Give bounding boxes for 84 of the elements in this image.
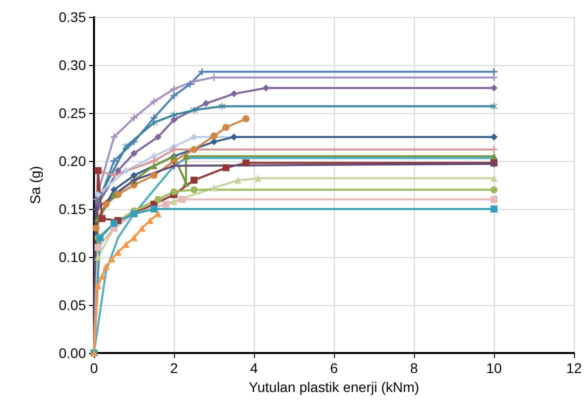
point [170, 111, 178, 118]
point [230, 90, 238, 98]
point [110, 172, 118, 179]
point [190, 186, 198, 194]
y-tick-label: 0.15 [58, 201, 86, 217]
point [170, 116, 178, 124]
point [490, 102, 498, 110]
point [242, 159, 250, 166]
x-tick-label: 6 [330, 360, 338, 376]
point [190, 78, 198, 85]
x-axis-title: Yutulan plastik enerji (kNm) [248, 378, 420, 395]
point [110, 191, 118, 198]
point [122, 167, 130, 174]
x-tick-label: 0 [90, 360, 98, 376]
point [490, 174, 498, 182]
point [202, 100, 210, 107]
point [190, 146, 198, 153]
point [150, 162, 158, 170]
y-tick-label: 0.05 [58, 297, 86, 313]
point [490, 196, 498, 203]
point [122, 143, 130, 150]
point [162, 200, 170, 208]
point [178, 196, 186, 203]
point [94, 254, 102, 260]
point [242, 115, 250, 122]
point [254, 174, 262, 182]
x-tick-label: 2 [170, 360, 178, 376]
point [218, 102, 226, 110]
point [170, 198, 178, 205]
point [130, 114, 138, 122]
point [122, 241, 130, 248]
point [102, 263, 110, 270]
point [262, 84, 270, 92]
point [222, 164, 230, 172]
point [94, 244, 102, 251]
point [114, 248, 122, 256]
point [490, 206, 498, 212]
point [108, 255, 116, 262]
point [190, 176, 198, 184]
point [210, 138, 218, 146]
point [154, 210, 162, 218]
point [130, 234, 138, 242]
point [190, 106, 198, 114]
y-tick-label: 0.00 [58, 345, 86, 361]
point [210, 132, 218, 140]
x-tick-label: 12 [566, 360, 582, 376]
point [190, 134, 198, 140]
y-tick-label: 0.10 [58, 249, 86, 265]
y-axis-title: Sa (g) [27, 166, 43, 204]
point [490, 84, 498, 92]
point [154, 134, 162, 140]
point [110, 186, 118, 194]
point [94, 191, 102, 198]
point [92, 224, 100, 232]
point [230, 134, 238, 140]
point [150, 172, 158, 179]
point [490, 186, 498, 194]
y-tick-label: 0.30 [58, 57, 86, 73]
point [182, 152, 190, 160]
point [154, 196, 162, 203]
y-tick-label: 0.25 [58, 105, 86, 121]
point [114, 167, 122, 174]
point [98, 272, 106, 280]
point [210, 184, 218, 192]
x-tick-label: 8 [410, 360, 418, 376]
point [98, 215, 106, 222]
point [150, 206, 158, 212]
point [138, 224, 146, 232]
point [146, 217, 154, 224]
point [234, 176, 242, 184]
point [490, 152, 498, 160]
point [102, 200, 110, 208]
x-tick-label: 4 [250, 360, 258, 376]
point [94, 282, 102, 290]
point [150, 152, 158, 160]
point [186, 80, 194, 88]
y-tick-label: 0.20 [58, 153, 86, 169]
x-tick-label: 10 [486, 360, 502, 376]
y-tick-label: 0.35 [58, 9, 86, 25]
point [150, 119, 158, 126]
point [130, 138, 138, 146]
point [170, 188, 178, 196]
point [130, 150, 138, 157]
point [222, 124, 230, 131]
